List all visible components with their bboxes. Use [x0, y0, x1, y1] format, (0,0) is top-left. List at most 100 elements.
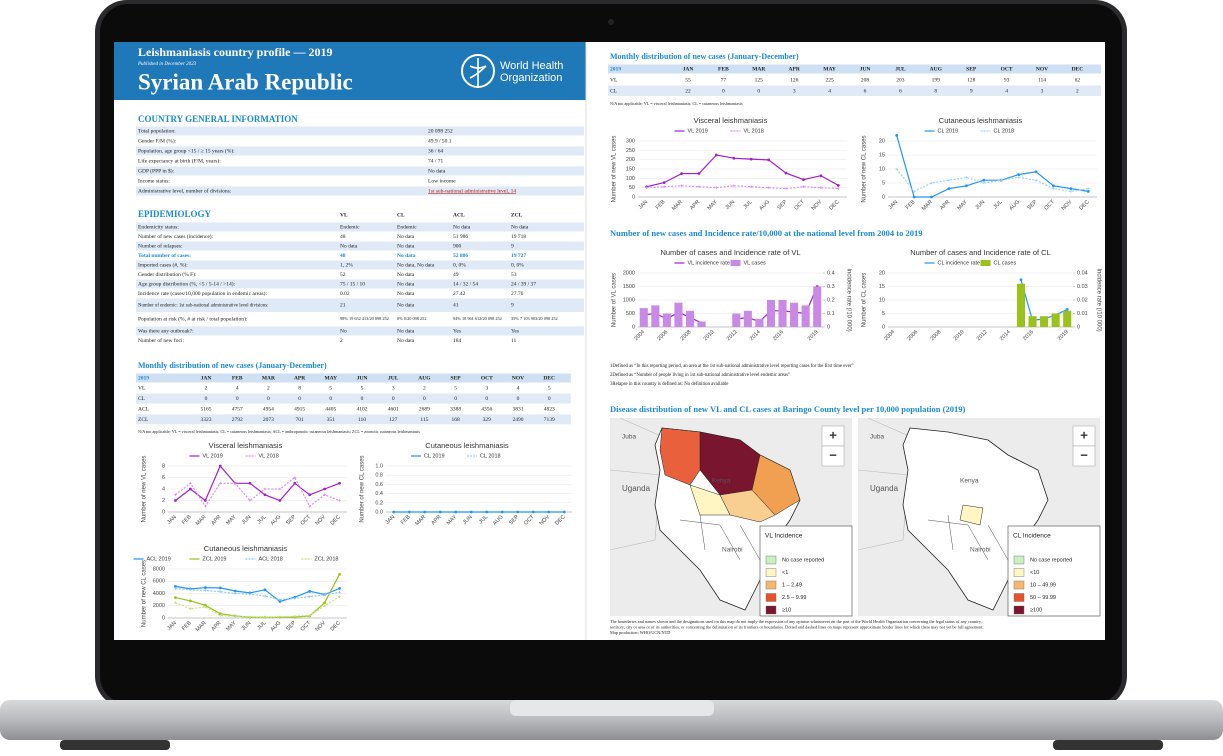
- point: [947, 178, 951, 182]
- x-tick-label: JAN: [385, 514, 397, 526]
- point: [1086, 190, 1090, 193]
- month-header: JAN: [683, 66, 694, 72]
- cell: 3388: [450, 406, 461, 412]
- y-tick-label: 0.2: [375, 500, 383, 506]
- x-tick-label: JUL: [256, 620, 267, 631]
- footnote: 3Relapse in this country is defined as: …: [610, 382, 728, 387]
- point: [802, 178, 805, 182]
- point: [836, 184, 840, 187]
- point: [189, 588, 192, 592]
- point: [323, 604, 326, 608]
- point: [203, 605, 207, 609]
- y-tick-label: 2: [162, 498, 165, 504]
- bar: [766, 300, 776, 327]
- point: [469, 510, 473, 514]
- point: [233, 614, 237, 618]
- x-tick-label: JUN: [724, 199, 736, 211]
- header-bg: [136, 373, 571, 383]
- legend-swatch: [765, 555, 777, 565]
- month-header: AUG: [930, 66, 943, 72]
- cell: 0, 0%: [453, 262, 466, 268]
- cell: 2792: [232, 417, 243, 423]
- row-label: Number of new cases (incidence):: [138, 233, 214, 240]
- legend-label: No case reported: [1030, 557, 1072, 563]
- cell: 127: [389, 417, 398, 423]
- point: [218, 586, 222, 590]
- y-tick-label: 15: [879, 152, 885, 158]
- point: [680, 172, 683, 176]
- cell: 3: [1041, 88, 1044, 94]
- cell: 4405: [325, 406, 336, 412]
- bar: [685, 310, 695, 327]
- zoom-label[interactable]: +: [829, 427, 837, 442]
- point: [278, 487, 282, 491]
- point: [547, 510, 551, 514]
- cell: 701: [295, 417, 304, 423]
- cell: 4: [236, 386, 239, 392]
- y-tick-label: 4: [162, 486, 165, 492]
- cell: 208: [861, 77, 870, 83]
- series-line: [646, 154, 839, 188]
- legend-title: VL Incidence: [765, 533, 803, 540]
- cell: 5: [361, 386, 364, 392]
- zoom-label[interactable]: −: [829, 447, 837, 462]
- month-header: DEC: [1072, 66, 1084, 72]
- cell: 2: [423, 386, 426, 392]
- point: [263, 588, 267, 592]
- cell: 5: [454, 386, 457, 392]
- row-bg: [136, 251, 584, 260]
- row-value: 74 / 71: [428, 158, 444, 164]
- camera: [608, 19, 614, 25]
- cell: 22: [685, 88, 691, 94]
- bar: [674, 302, 683, 327]
- cell: 0: [517, 396, 520, 402]
- row-bg: [136, 166, 584, 176]
- month-header: MAR: [752, 66, 766, 72]
- row-label: Total population:: [138, 128, 176, 134]
- cell: Yes: [453, 328, 461, 334]
- point: [516, 510, 520, 514]
- y2-tick-label: 0.04: [1077, 270, 1088, 276]
- zoom-label[interactable]: +: [1080, 427, 1088, 442]
- point: [912, 190, 916, 193]
- zoom-button[interactable]: [821, 445, 845, 467]
- place-label: Nairobi: [970, 547, 991, 554]
- cell: No data, No data: [397, 262, 435, 268]
- point: [338, 481, 341, 485]
- county: [689, 484, 731, 516]
- row-bg: [136, 312, 584, 326]
- point: [218, 481, 222, 485]
- series-line: [175, 588, 340, 601]
- cell: 8: [934, 88, 937, 94]
- cell: 77: [721, 77, 727, 83]
- table-note: N/A not applicable; VL = visceral leishm…: [610, 101, 743, 106]
- y-tick-label: 0.8: [375, 473, 383, 479]
- cell: 75 / 15 / 10: [340, 281, 365, 287]
- legend-swatch: [1013, 580, 1025, 590]
- cell: 0: [757, 88, 760, 94]
- point: [749, 157, 753, 161]
- cell: 4356: [481, 406, 492, 412]
- y2-tick-label: 0.02: [1077, 297, 1088, 303]
- point: [263, 594, 267, 598]
- month-header: JUL: [895, 66, 906, 72]
- point: [174, 493, 177, 497]
- cell: 0: [454, 396, 457, 402]
- x-tick-label: JUN: [241, 514, 253, 526]
- point: [218, 614, 222, 617]
- row-value: No data: [428, 168, 446, 174]
- legend-label: CL 2018: [480, 453, 501, 459]
- legend-label: ZCL 2018: [315, 556, 339, 562]
- cell: Endemic: [397, 224, 417, 230]
- month-header: NOV: [512, 375, 524, 381]
- y2-tick-label: 0.2: [827, 297, 835, 303]
- point: [895, 167, 899, 171]
- row-bg: [136, 289, 584, 298]
- bar: [813, 286, 822, 327]
- zoom-button[interactable]: [1072, 445, 1096, 467]
- y-tick-label: 250: [626, 148, 635, 154]
- zoom-label[interactable]: −: [1080, 447, 1088, 462]
- y-tick-label: 1.0: [375, 463, 383, 469]
- point: [293, 476, 297, 479]
- cell: 184: [453, 338, 462, 344]
